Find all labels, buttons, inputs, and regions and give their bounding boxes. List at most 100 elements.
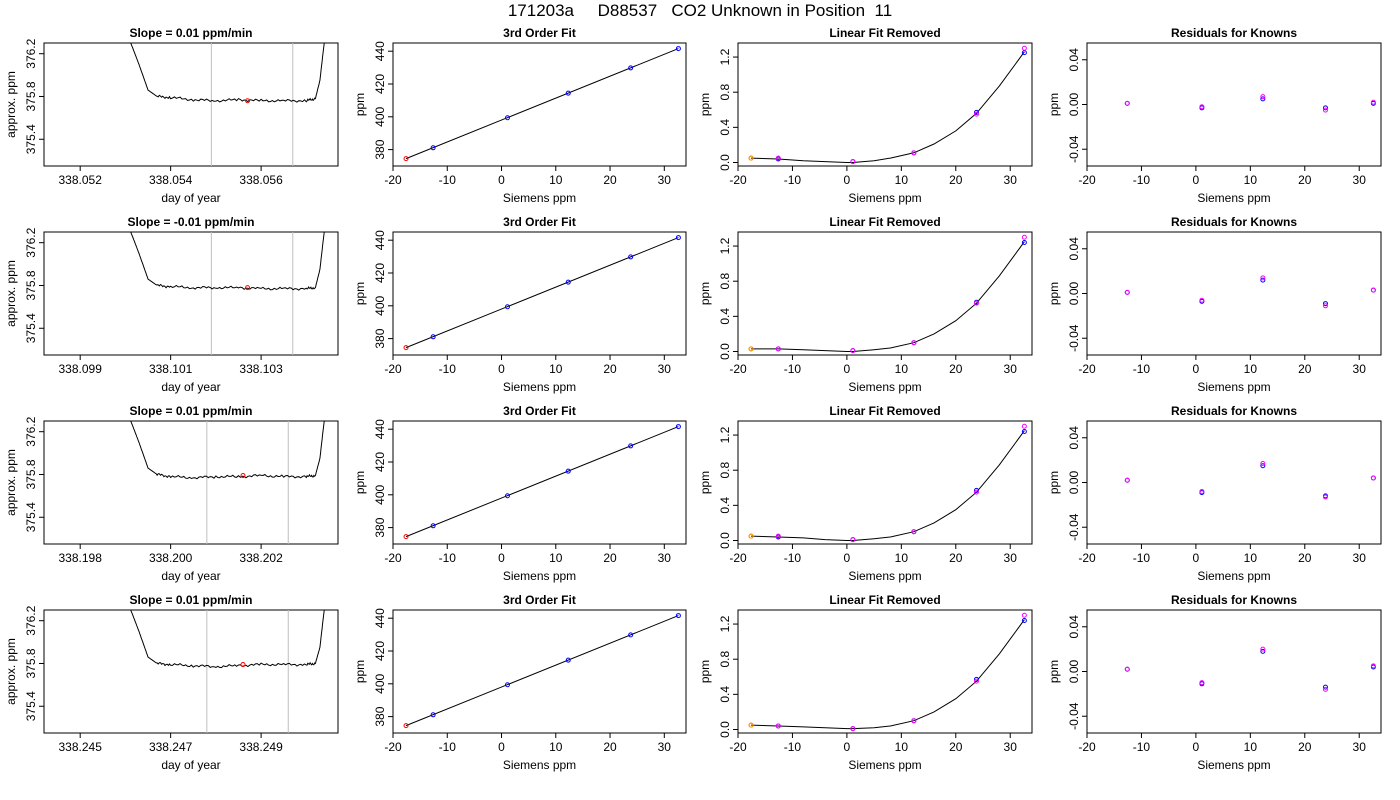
known-point [1260,94,1266,100]
x-tick-label: 30 [658,173,672,187]
unknown-point [245,285,251,291]
x-tick-label: 0 [1193,362,1200,376]
panel-2-3: Linear Fit Removed -20 -10 0 10 20 30 Siemens p… [698,215,1033,394]
x-tick-label: 30 [1004,740,1018,754]
panel-title: 3rd Order Fit [503,404,576,418]
y-tick-label: 0.8 [718,84,732,101]
reference-point [748,533,754,539]
x-tick-label: -20 [729,551,747,565]
known-point [628,632,634,638]
x-tick-label: 10 [895,551,909,565]
known-point [850,159,856,165]
y-axis-label: approx. ppm [4,449,18,516]
x-tick-label: -10 [1133,551,1151,565]
x-tick-label: 30 [1353,740,1367,754]
plot-frame [392,231,687,356]
plot-frame [392,609,687,734]
known-point [675,424,681,430]
x-tick-label: 10 [549,740,563,754]
panel-4-3: Linear Fit Removed -20 -10 0 10 20 30 Siemens p… [698,593,1033,772]
known-point [911,718,917,724]
x-tick-label: 338.103 [239,362,283,376]
y-tick-label: 0.0 [718,532,732,549]
y-axis-label: ppm [698,93,712,116]
plot-frame [43,42,339,167]
unknown-point [403,723,409,729]
plot-frame [43,420,339,545]
fit-line [405,426,679,538]
plot-area [748,45,1027,165]
x-tick-label: 30 [1353,173,1367,187]
y-axis-label: ppm [1047,471,1061,494]
y-tick-label: 375.4 [24,502,38,532]
x-tick-label: 20 [949,551,963,565]
known-point [504,493,510,499]
known-point [775,155,781,161]
panel-4-4: Residuals for Knowns -20 -10 0 10 20 30 Siemens… [1047,593,1382,772]
x-tick-label: 10 [549,362,563,376]
page-title: 171203a D88537 CO2 Unknown in Position 1… [507,1,893,20]
y-tick-label: 0.04 [1067,615,1081,639]
x-tick-label: -20 [384,740,402,754]
panel-title: Residuals for Knowns [1171,26,1297,40]
known-point [1021,45,1027,51]
panel-title: Linear Fit Removed [829,215,940,229]
ppm-trace [130,232,325,291]
unknown-point [403,534,409,540]
x-tick-label: 30 [1004,362,1018,376]
y-tick-label: 1.2 [718,48,732,65]
x-tick-label: 338.247 [149,740,193,754]
panel-2-4: Residuals for Knowns -20 -10 0 10 20 30 Siemens… [1047,215,1382,394]
y-axis-label: approx. ppm [4,638,18,705]
y-axis-label: ppm [698,282,712,305]
y-tick-label: 376.2 [24,416,38,446]
ppm-trace [130,421,325,480]
y-tick-label: 380 [373,328,387,348]
unknown-point [403,156,409,162]
plot-area [403,613,681,729]
known-point [1260,460,1266,466]
known-point [504,304,510,310]
x-tick-label: 0 [844,740,851,754]
known-point [911,340,917,346]
known-point [973,676,979,682]
plot-area [748,612,1027,732]
x-tick-label: 0 [1193,551,1200,565]
x-tick-label: 20 [603,740,617,754]
unknown-point [403,345,409,351]
x-tick-label: 10 [1244,551,1258,565]
x-tick-label: -20 [1078,551,1096,565]
x-tick-label: -10 [439,173,457,187]
known-point [628,65,634,71]
y-tick-label: 0.00 [1067,281,1081,305]
panel-title: Slope = 0.01 ppm/min [129,404,252,418]
x-tick-label: -10 [1133,362,1151,376]
known-point [850,537,856,543]
x-tick-label: -20 [729,740,747,754]
x-tick-label: 0 [844,551,851,565]
plot-area [403,424,681,540]
plot-frame [737,42,1033,167]
x-tick-label: 20 [1298,362,1312,376]
known-point [1322,684,1328,690]
known-point [1021,240,1027,246]
x-tick-label: 20 [949,740,963,754]
x-tick-label: 0 [498,740,505,754]
x-tick-label: -10 [439,362,457,376]
x-tick-label: -10 [439,551,457,565]
panel-title: 3rd Order Fit [503,215,576,229]
x-tick-label: 20 [1298,551,1312,565]
x-tick-label: 10 [895,173,909,187]
x-tick-label: 338.056 [239,173,283,187]
plot-area [130,610,325,733]
fit-curve [751,51,1025,163]
x-tick-label: -10 [439,740,457,754]
fit-line [405,237,679,349]
known-point [1021,618,1027,624]
panel-3-4: Residuals for Knowns -20 -10 0 10 20 30 Siemens… [1047,404,1382,583]
x-tick-label: 30 [1004,551,1018,565]
plot-area [403,46,681,162]
x-axis-label: day of year [161,569,220,583]
x-tick-label: 30 [658,551,672,565]
plot-frame [1086,42,1382,167]
